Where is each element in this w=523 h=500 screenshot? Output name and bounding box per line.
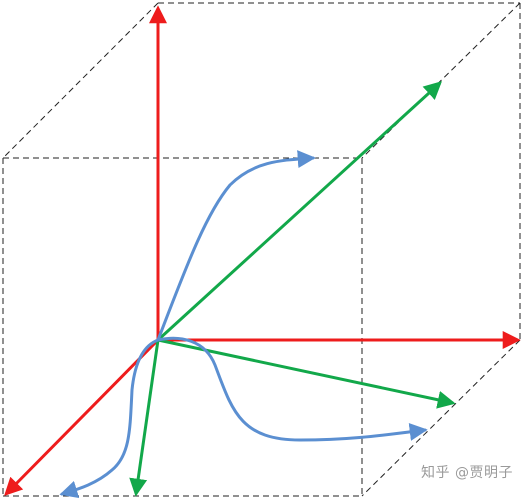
vector-upper-right xyxy=(158,83,440,340)
cube-edge xyxy=(3,3,158,158)
vector-lower-right xyxy=(158,340,453,403)
blue-curves xyxy=(62,158,425,494)
curve-upper xyxy=(158,158,313,340)
cube-edge xyxy=(362,3,520,158)
watermark-text: 知乎 @贾明子 xyxy=(421,462,513,482)
curve-lower-left xyxy=(62,340,158,494)
dashed-cube xyxy=(3,3,520,496)
axis-depth xyxy=(6,340,158,494)
